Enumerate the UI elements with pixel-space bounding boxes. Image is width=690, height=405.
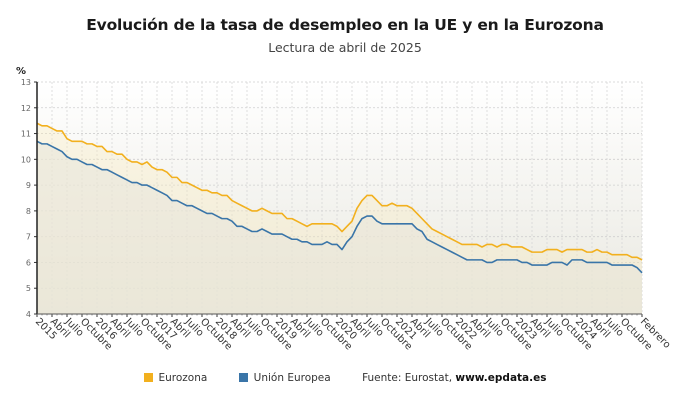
- y-tick-label: 5: [26, 284, 31, 293]
- y-tick-label: 12: [21, 104, 31, 113]
- y-tick-label: 7: [26, 233, 31, 242]
- area-ue: [37, 141, 642, 314]
- source-prefix: Fuente: Eurostat,: [362, 372, 456, 384]
- y-tick-label: 10: [21, 155, 31, 164]
- chart-title: Evolución de la tasa de desempleo en la …: [86, 16, 604, 34]
- area-fills: [37, 123, 642, 315]
- y-axis-label: %: [16, 66, 26, 77]
- series-lines: [36, 122, 643, 274]
- legend-swatch-ue: [238, 373, 248, 382]
- legend: Eurozona Unión Europea Fuente: Eurostat,…: [0, 372, 690, 384]
- series-line-eurozona: [36, 122, 643, 261]
- line-chart: 456789101112132015AbrilJulioOctubre2016A…: [16, 66, 672, 352]
- y-tick-label: 8: [26, 207, 31, 216]
- series-line-ue: [36, 140, 643, 274]
- y-tick-label: 9: [26, 181, 31, 190]
- source-site: www.epdata.es: [455, 372, 547, 384]
- source-note: Fuente: Eurostat, www.epdata.es: [362, 372, 546, 384]
- legend-item-eurozona: Eurozona: [143, 372, 208, 384]
- y-tick-label: 4: [26, 310, 31, 319]
- legend-label-eurozona: Eurozona: [158, 372, 208, 384]
- legend-swatch-eurozona: [143, 373, 153, 382]
- legend-item-ue: Unión Europea: [238, 372, 331, 384]
- y-tick-label: 13: [21, 78, 31, 87]
- legend-label-ue: Unión Europea: [253, 372, 331, 384]
- y-tick-label: 11: [21, 130, 31, 139]
- y-tick-label: 6: [26, 258, 31, 267]
- chart-subtitle: Lectura de abril de 2025: [268, 40, 422, 55]
